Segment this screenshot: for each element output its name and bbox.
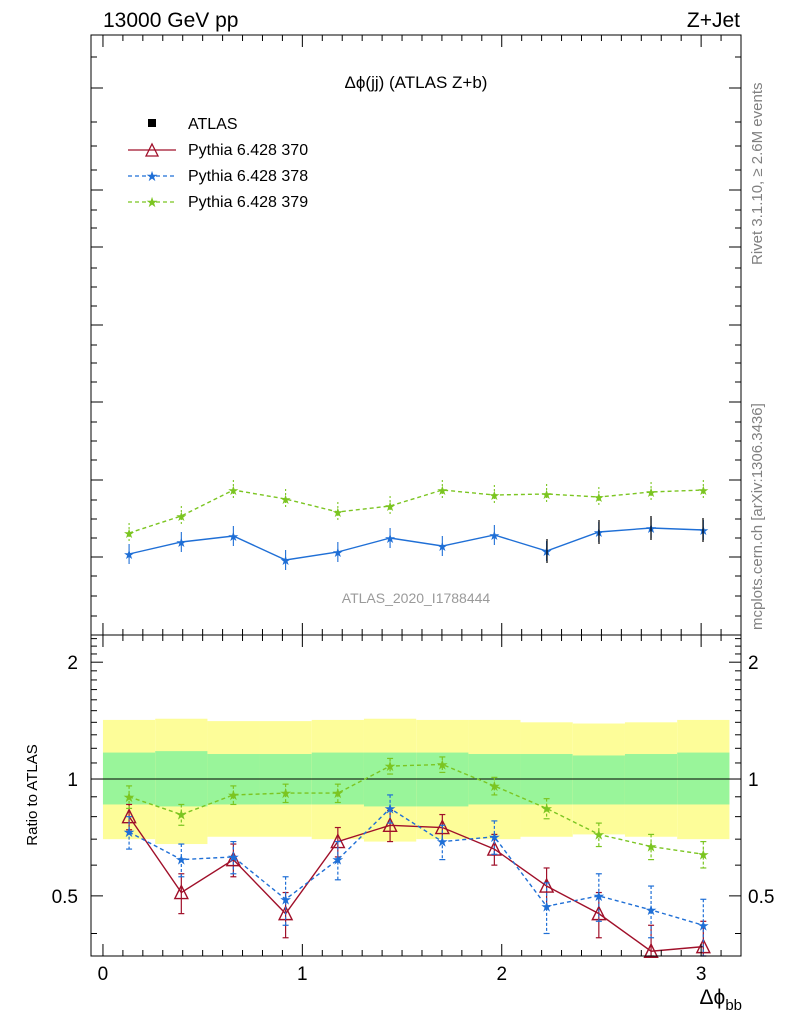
ratio-marker-379: ★: [384, 758, 397, 774]
band-stat: [572, 755, 625, 805]
legend-entry-378: ★ Pythia 6.428 378: [128, 168, 308, 185]
main-marker-379: ★: [541, 487, 553, 502]
main-marker-378: ★: [228, 529, 240, 544]
legend-entry-379: ★ Pythia 6.428 379: [128, 194, 308, 211]
y-tick-label-left: 2: [67, 653, 78, 674]
band-stat: [102, 752, 156, 805]
ratio-marker-378: ★: [175, 852, 188, 868]
legend-label-378: Pythia 6.428 378: [188, 168, 308, 185]
ratio-marker-370: [382, 816, 398, 832]
ratio-ylabel: Ratio to ATLAS: [24, 744, 41, 845]
main-marker-379: ★: [175, 509, 187, 524]
y-tick-label-left: 0.5: [52, 887, 78, 908]
ratio-marker-378: ★: [332, 852, 345, 868]
header-left: 13000 GeV pp: [103, 9, 238, 32]
legend-entry-370: Pythia 6.428 370: [128, 142, 308, 159]
main-marker-378: ★: [175, 535, 187, 550]
main-marker-378: ★: [280, 553, 292, 568]
ratio-marker-379: ★: [227, 787, 240, 803]
ratio-line-379: [128, 763, 704, 855]
ratio-marker-378: ★: [488, 829, 501, 845]
x-tick-label: 0: [98, 964, 109, 985]
main-series: ★★★★★★★★★★★★★★★★★★★★★★★★: [123, 480, 709, 570]
legend-entry-atlas: ATLAS: [148, 116, 238, 133]
rivet-label: Rivet 3.1.10, ≥ 2.6M events: [749, 83, 766, 266]
ratio-marker-378: ★: [384, 800, 397, 816]
ratio-marker-370: [173, 883, 189, 900]
ratio-marker-378: ★: [540, 898, 553, 914]
main-marker-379: ★: [593, 490, 605, 505]
ratio-series: ★ ★ ★ ★ ★ ★ ★ ★ ★ ★ ★ ★ ★ ★ ★ ★ ★ ★ ★ ★ ★ ★ ★ ★: [121, 756, 711, 958]
y-tick-label-left: 1: [67, 770, 78, 791]
legend-label-379: Pythia 6.428 379: [188, 194, 308, 211]
header-right: Z+Jet: [687, 9, 740, 32]
ratio-marker-379: ★: [488, 778, 501, 794]
main-panel: Δϕ(jj) (ATLAS Z+b) ATLAS_2020_I1788444 A…: [90, 34, 742, 636]
main-marker-379: ★: [228, 483, 240, 498]
main-marker-378: ★: [123, 547, 135, 562]
x-tick-label: 1: [297, 964, 308, 985]
y-tick-label-right: 2: [748, 653, 759, 674]
main-line-378: [128, 527, 704, 561]
ratio-marker-379: ★: [175, 807, 188, 823]
legend: ATLAS Pythia 6.428 370 ★ Pythia 6.428 37…: [128, 116, 308, 211]
legend-marker-370: [144, 142, 160, 157]
main-marker-378: ★: [436, 539, 448, 554]
ratio-marker-379: ★: [123, 789, 136, 805]
y-tick-label-right: 1: [748, 770, 759, 791]
legend-marker-379: ★: [146, 194, 159, 210]
ratio-marker-370: [434, 818, 450, 835]
main-marker-379: ★: [645, 485, 657, 500]
main-marker-379: ★: [332, 505, 344, 520]
ratio-panel: ★★ ★★★★★ ★★★★★★★★ ★ ★★ ★★★★★ ★ 0 1 2 30.5 0.51 12 2 …: [24, 634, 774, 1014]
analysis-watermark: ATLAS_2020_I1788444: [342, 590, 491, 606]
main-marker-379: ★: [123, 526, 135, 541]
ratio-marker-379: ★: [540, 800, 553, 816]
ratio-marker-379: ★: [332, 785, 345, 801]
x-tick-label: 3: [696, 964, 707, 985]
ratio-bands: [102, 718, 730, 845]
legend-label-370: Pythia 6.428 370: [188, 142, 308, 159]
main-axis-ticks: [91, 34, 741, 635]
main-marker-379: ★: [384, 499, 396, 514]
ratio-marker-378: ★: [593, 888, 606, 904]
mcplots-label: mcplots.cern.ch [arXiv:1306.3436]: [749, 403, 766, 630]
ratio-marker-379: ★: [697, 846, 710, 862]
ratio-line-370: [128, 816, 704, 952]
main-marker-379: ★: [436, 483, 448, 498]
legend-label-atlas: ATLAS: [188, 116, 238, 133]
ratio-marker-378: ★: [279, 891, 292, 907]
main-marker-378: ★: [332, 545, 344, 560]
ratio-marker-378: ★: [645, 902, 658, 918]
main-title: Δϕ(jj) (ATLAS Z+b): [345, 73, 488, 92]
ratio-frame: [90, 634, 742, 957]
ratio-marker-378: ★: [227, 849, 240, 865]
ratio-marker-370: [486, 840, 502, 856]
main-marker-379: ★: [697, 483, 709, 498]
ratio-marker-370: [643, 942, 659, 958]
legend-marker-atlas: [148, 119, 156, 127]
ratio-marker-379: ★: [593, 826, 606, 842]
ratio-axis-ticks: 0 1 2 3 0.5 0.5 1 1 2 2: [52, 635, 774, 985]
ratio-marker-370: [695, 938, 711, 954]
ratio-marker-379: ★: [279, 785, 292, 801]
x-tick-label: 2: [496, 964, 507, 985]
ratio-marker-378: ★: [697, 917, 710, 933]
main-marker-379: ★: [280, 492, 292, 507]
x-axis-label: Δϕbb: [700, 986, 742, 1014]
ratio-marker-378: ★: [436, 834, 449, 850]
main-marker-378: ★: [384, 531, 396, 546]
main-line-379: [128, 489, 704, 534]
y-tick-label-right: 0.5: [748, 887, 774, 908]
legend-marker-378: ★: [146, 168, 159, 184]
main-marker-379: ★: [489, 488, 501, 503]
ratio-marker-378: ★: [123, 824, 136, 840]
band-stat: [677, 752, 730, 805]
ratio-marker-379: ★: [645, 839, 658, 855]
ratio-marker-379: ★: [436, 757, 449, 773]
ratio-marker-370: [538, 877, 555, 893]
main-marker-378: ★: [489, 528, 501, 543]
